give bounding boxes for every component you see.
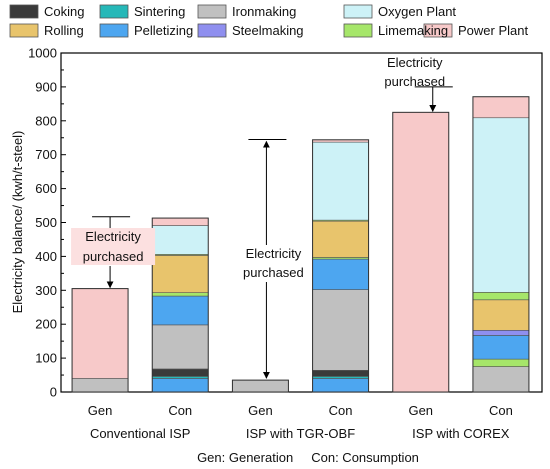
y-tick-label: 500 bbox=[35, 215, 57, 230]
legend-swatch bbox=[423, 23, 453, 38]
x-tick-label: Con bbox=[168, 403, 192, 418]
bar-segment-oxygen-plant bbox=[312, 141, 369, 221]
footnote: Gen: Generation Con: Consumption bbox=[197, 450, 419, 465]
bar-segment-ironmaking bbox=[232, 379, 289, 393]
annotation-bg bbox=[235, 245, 312, 282]
legend-label: Limemaking bbox=[378, 23, 448, 38]
bar-outline bbox=[151, 217, 209, 393]
y-tick-label: 100 bbox=[35, 351, 57, 366]
legend-swatch bbox=[343, 4, 373, 19]
bar-segment-oxygen-plant bbox=[472, 117, 530, 293]
y-tick-label: 700 bbox=[35, 147, 57, 162]
annotation-text: Electricity bbox=[246, 246, 302, 261]
bar-segment-ironmaking bbox=[71, 378, 129, 393]
y-tick-label: 800 bbox=[35, 113, 57, 128]
bar-segment-pelletizing bbox=[312, 258, 369, 290]
bar-outline bbox=[472, 96, 530, 393]
y-tick-label: 400 bbox=[35, 249, 57, 264]
annotation-text: purchased bbox=[83, 249, 144, 264]
legend-swatch bbox=[197, 23, 227, 38]
bar-segment-sintering bbox=[151, 376, 209, 379]
y-tick-label: 200 bbox=[35, 317, 57, 332]
plot-frame bbox=[60, 52, 543, 393]
annotation-text: Electricity bbox=[85, 229, 141, 244]
bar-outline bbox=[231, 379, 289, 393]
bar-segment-power-plant bbox=[392, 112, 450, 393]
annotation-bg bbox=[71, 228, 156, 265]
legend-label: Ironmaking bbox=[232, 4, 296, 19]
bar-segment-power-plant bbox=[472, 96, 530, 119]
x-tick-label: Con bbox=[489, 403, 513, 418]
bar-segment-pelletizing bbox=[151, 378, 209, 393]
bars bbox=[71, 96, 530, 393]
legend-label: Coking bbox=[44, 4, 84, 19]
x-tick-label: Con bbox=[329, 403, 353, 418]
bar-outline bbox=[392, 111, 450, 393]
bar-segment-limemaking bbox=[472, 292, 530, 301]
y-tick-label: 1000 bbox=[28, 46, 57, 61]
bar-segment-ironmaking bbox=[472, 366, 530, 393]
group-label: ISP with COREX bbox=[412, 426, 510, 441]
x-tick-label: Gen bbox=[248, 403, 273, 418]
y-tick-label: 900 bbox=[35, 79, 57, 94]
x-tick-label: Gen bbox=[88, 403, 113, 418]
legend-swatch bbox=[197, 4, 227, 19]
y-axis-label: Electricity balance/ (kwh/t-steel) bbox=[10, 131, 25, 314]
bar-segment-rolling bbox=[312, 220, 369, 258]
bar-segment-limemaking bbox=[151, 292, 209, 297]
legend-label: Oxygen Plant bbox=[378, 4, 456, 19]
bar-segment-steelmaking bbox=[472, 330, 530, 336]
legend-label: Rolling bbox=[44, 23, 84, 38]
legend-swatch bbox=[9, 4, 39, 19]
legend-swatch bbox=[343, 23, 373, 38]
legend-label: Pelletizing bbox=[134, 23, 193, 38]
annotation-text: Electricity bbox=[387, 55, 443, 70]
legend-swatch bbox=[9, 23, 39, 38]
bar-segment-power-plant bbox=[71, 288, 129, 379]
y-tick-label: 300 bbox=[35, 283, 57, 298]
legend-label: Power Plant bbox=[458, 23, 528, 38]
legend-label: Steelmaking bbox=[232, 23, 304, 38]
bar-segment-limemaking bbox=[472, 358, 530, 367]
bar-segment-power-plant bbox=[151, 217, 209, 226]
x-tick-label: Gen bbox=[408, 403, 433, 418]
annotation-text: purchased bbox=[243, 265, 304, 280]
legend-swatch bbox=[99, 4, 129, 19]
group-label: Conventional ISP bbox=[90, 426, 190, 441]
annotations: Electricity purchased Electricity purchased… bbox=[71, 55, 453, 379]
y-tick-label: 0 bbox=[50, 385, 57, 400]
bar-segment-pelletizing bbox=[151, 295, 209, 326]
annotation-text: purchased bbox=[384, 74, 445, 89]
legend-swatch bbox=[99, 23, 129, 38]
bar-segment-rolling bbox=[472, 299, 530, 331]
bar-segment-oxygen-plant bbox=[151, 225, 209, 255]
bar-segment-ironmaking bbox=[312, 289, 369, 371]
legend: Coking Sintering Ironmaking Oxygen PlantPow… bbox=[9, 4, 528, 38]
bar-segment-sintering bbox=[312, 376, 369, 379]
bar-outline bbox=[71, 288, 129, 393]
bar-outline bbox=[312, 139, 370, 393]
bar-segment-coking bbox=[151, 368, 209, 377]
y-tick-label: 600 bbox=[35, 181, 57, 196]
bar-segment-pelletizing bbox=[312, 378, 369, 393]
bar-segment-rolling bbox=[151, 255, 209, 293]
bar-segment-coking bbox=[312, 370, 369, 377]
axes: 0 100 200 300 400 500 600 700 800 900 1000 Gen Con Ge… bbox=[28, 46, 543, 441]
bar-segment-ironmaking bbox=[151, 324, 209, 370]
bar-segment-pelletizing bbox=[472, 335, 530, 360]
legend-label: Sintering bbox=[134, 4, 185, 19]
group-label: ISP with TGR-OBF bbox=[246, 426, 355, 441]
